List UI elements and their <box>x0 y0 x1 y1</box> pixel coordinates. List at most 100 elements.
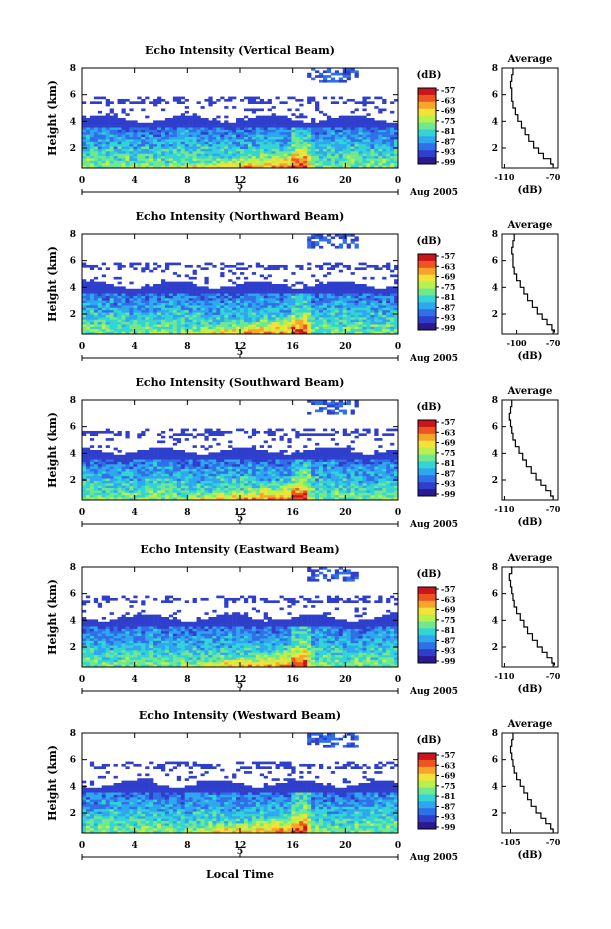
heatmap-cell <box>113 134 118 138</box>
heatmap-cell <box>378 464 383 467</box>
heatmap-cell <box>145 307 150 311</box>
heatmap-cell <box>291 151 296 155</box>
heatmap-cell <box>267 298 272 301</box>
heatmap-cell <box>82 139 87 143</box>
heatmap-cell <box>145 125 150 128</box>
heatmap-cell <box>204 156 209 159</box>
heatmap-cell <box>330 120 336 124</box>
heatmap-cell <box>196 319 201 323</box>
heatmap-cell <box>322 96 328 100</box>
heatmap-cell <box>319 459 324 463</box>
heatmap-cell <box>236 314 241 318</box>
heatmap-cell <box>184 464 189 467</box>
heatmap-cell <box>236 298 241 301</box>
heatmap-cell <box>287 461 292 465</box>
heatmap-cell <box>180 120 185 124</box>
heatmap-cell <box>192 310 197 313</box>
heatmap-cell <box>386 305 391 309</box>
colorbar-tick-label: -69 <box>441 272 456 282</box>
heatmap-cell <box>382 127 387 131</box>
heatmap-cell <box>342 433 347 437</box>
heatmap-cell <box>157 132 162 135</box>
heatmap-cell <box>121 144 126 147</box>
heatmap-cell <box>105 101 110 105</box>
heatmap-cell <box>117 267 122 271</box>
heatmap-cell <box>133 300 138 304</box>
heatmap-cell <box>149 151 154 155</box>
heatmap-cell <box>129 326 134 330</box>
heatmap-cell <box>366 331 371 335</box>
heatmap-cell <box>346 447 351 451</box>
heatmap-cell <box>180 286 185 290</box>
heatmap-cell <box>299 122 304 126</box>
heatmap-cell <box>117 156 122 159</box>
heatmap-cell <box>291 298 296 301</box>
heatmap-cell <box>216 148 221 152</box>
heatmap-cell <box>89 310 95 313</box>
heatmap-cell <box>224 457 229 460</box>
heatmap-cell <box>247 471 253 475</box>
heatmap-cell <box>342 303 347 306</box>
heatmap-cell <box>374 291 379 294</box>
heatmap-cell <box>390 160 395 164</box>
heatmap-cell <box>315 148 320 152</box>
heatmap-cell <box>82 132 87 135</box>
heatmap-cell <box>315 70 320 74</box>
heatmap-cell <box>287 141 292 145</box>
heatmap-cell <box>109 156 114 159</box>
heatmap-cell <box>192 473 197 477</box>
heatmap-cell <box>212 457 217 460</box>
heatmap-cell <box>161 141 166 145</box>
heatmap-cell <box>157 139 162 143</box>
heatmap-cell <box>204 322 209 325</box>
heatmap-cell <box>350 298 355 301</box>
heatmap-cell <box>267 464 272 467</box>
heatmap-cell <box>82 293 87 297</box>
heatmap-cell <box>251 291 257 294</box>
heatmap-cell <box>326 281 332 285</box>
heatmap-cell <box>311 469 316 472</box>
heatmap-cell <box>307 305 312 309</box>
heatmap-cell <box>374 433 379 437</box>
heatmap-cell <box>157 127 162 131</box>
heatmap-cell <box>82 324 87 328</box>
heatmap-cell <box>390 466 395 470</box>
heatmap-cell <box>232 122 237 126</box>
heatmap-cell <box>97 457 103 460</box>
heatmap-cell <box>109 305 114 309</box>
heatmap-cell <box>85 291 91 294</box>
heatmap-cell <box>330 139 336 143</box>
heatmap-cell <box>204 329 209 332</box>
heatmap-cell <box>251 108 257 112</box>
heatmap-cell <box>161 295 166 299</box>
heatmap-cell <box>153 464 158 467</box>
profile-x-tick-label: -70 <box>546 338 561 348</box>
heatmap-cell <box>287 324 292 328</box>
heatmap-cell <box>129 466 134 470</box>
heatmap-cell <box>141 122 146 126</box>
heatmap-cell <box>358 310 363 313</box>
heatmap-cell <box>358 127 363 131</box>
heatmap-cell <box>378 110 383 114</box>
heatmap-cell <box>247 300 253 304</box>
heatmap-cell <box>299 148 304 152</box>
heatmap-cell <box>382 319 387 323</box>
heatmap-cell <box>334 473 340 477</box>
heatmap-cell <box>311 127 316 131</box>
heatmap-cell <box>251 464 257 467</box>
heatmap-cell <box>319 139 324 143</box>
heatmap-cell <box>311 322 316 325</box>
heatmap-cell <box>251 314 257 318</box>
heatmap-cell <box>319 469 324 472</box>
heatmap-cell <box>322 310 328 313</box>
heatmap-cell <box>224 153 229 157</box>
heatmap-cell <box>390 454 395 458</box>
heatmap-cell <box>172 433 178 437</box>
heatmap-cell <box>378 139 383 143</box>
heatmap-cell <box>358 452 363 456</box>
heatmap-cell <box>319 466 324 470</box>
heatmap-cell <box>180 324 185 328</box>
heatmap-cell <box>161 324 166 328</box>
heatmap-cell <box>161 127 166 131</box>
heatmap-cell <box>303 307 308 311</box>
